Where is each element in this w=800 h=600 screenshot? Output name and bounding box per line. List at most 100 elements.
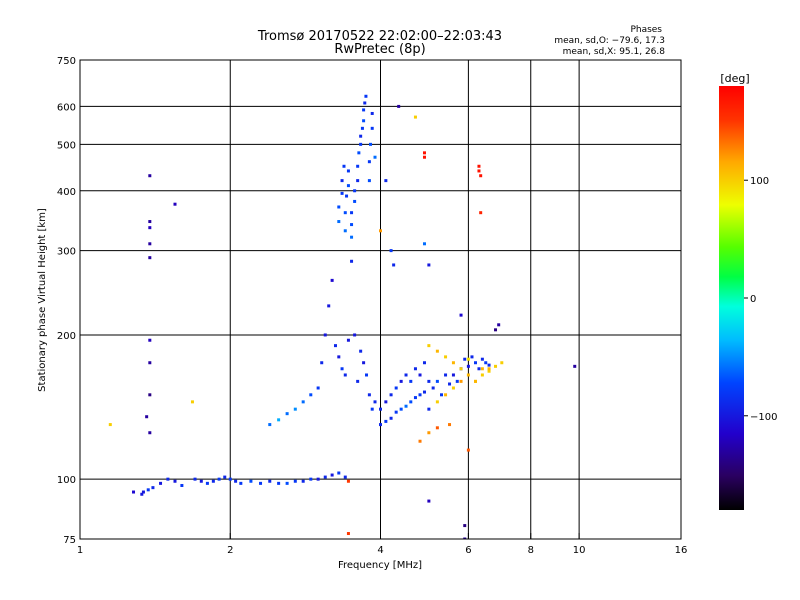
- data-point: [444, 373, 448, 377]
- data-point: [399, 379, 403, 383]
- data-point: [148, 338, 152, 342]
- phases-o-stats: mean, sd,O: −79.6, 17.3: [554, 36, 665, 46]
- data-point: [340, 191, 344, 195]
- data-point: [180, 483, 184, 487]
- data-point: [470, 355, 474, 359]
- data-point: [440, 393, 444, 397]
- data-point: [190, 400, 194, 404]
- data-point: [173, 479, 177, 483]
- data-point: [392, 263, 396, 267]
- data-point: [373, 400, 377, 404]
- data-point: [277, 418, 281, 422]
- data-point: [480, 373, 484, 377]
- data-point: [497, 323, 501, 327]
- data-point: [285, 412, 289, 416]
- data-point: [487, 363, 491, 367]
- data-point: [259, 481, 263, 485]
- data-point: [343, 211, 347, 215]
- data-point: [362, 361, 366, 365]
- data-point: [466, 364, 470, 368]
- y-tick-label: 75: [63, 535, 76, 546]
- colorbar-label: [deg]: [720, 72, 749, 85]
- x-tick-label: 2: [227, 545, 233, 556]
- data-point: [422, 361, 426, 365]
- data-point: [394, 386, 398, 390]
- data-point: [370, 126, 374, 130]
- colorbar-ticks: 100 0 −100: [744, 176, 777, 423]
- data-point: [409, 379, 413, 383]
- y-tick-label: 300: [57, 247, 76, 258]
- data-point: [389, 249, 393, 253]
- data-point: [353, 199, 357, 203]
- data-point: [466, 373, 470, 377]
- phases-x-stats: mean, sd,X: 95.1, 26.8: [563, 47, 666, 57]
- data-point: [356, 164, 360, 168]
- data-point: [301, 479, 305, 483]
- data-point: [480, 357, 484, 361]
- data-point: [367, 393, 371, 397]
- data-point: [108, 423, 112, 427]
- data-point: [223, 475, 227, 479]
- data-point: [205, 481, 209, 485]
- data-point: [359, 349, 363, 353]
- y-tick-labels: 750 600 500 400 300 200 100 75: [57, 56, 76, 546]
- y-tick-label: 750: [57, 56, 76, 67]
- data-point: [444, 355, 448, 359]
- y-tick-label: 500: [57, 140, 76, 151]
- data-point: [148, 431, 152, 435]
- data-point: [435, 426, 439, 430]
- data-point: [320, 361, 324, 365]
- data-point: [330, 473, 334, 477]
- data-point: [337, 471, 341, 475]
- colorbar-tick-label: 0: [750, 294, 756, 305]
- data-point: [431, 386, 435, 390]
- data-point: [268, 423, 272, 427]
- data-point: [166, 477, 170, 481]
- chart-subtitle: RwPretec (8p): [334, 42, 425, 57]
- data-point: [413, 396, 417, 400]
- data-point: [444, 393, 448, 397]
- data-point: [293, 407, 297, 411]
- data-point: [309, 477, 313, 481]
- data-point: [359, 134, 363, 138]
- data-point: [435, 379, 439, 383]
- data-point: [277, 481, 281, 485]
- data-point: [451, 373, 455, 377]
- data-point: [427, 407, 431, 411]
- data-point: [193, 477, 197, 481]
- data-point: [413, 367, 417, 371]
- data-point: [356, 179, 360, 183]
- data-point: [367, 160, 371, 164]
- data-point: [422, 390, 426, 394]
- data-point: [333, 344, 337, 348]
- colorbar: [719, 86, 744, 510]
- data-point: [399, 407, 403, 411]
- data-point: [394, 410, 398, 414]
- data-point: [473, 379, 477, 383]
- data-point: [418, 439, 422, 443]
- data-point: [350, 223, 354, 227]
- data-point: [500, 361, 504, 365]
- data-point: [148, 256, 152, 260]
- data-point: [330, 278, 334, 282]
- data-point: [148, 242, 152, 246]
- data-point: [459, 313, 463, 317]
- data-point: [148, 226, 152, 230]
- data-point: [343, 373, 347, 377]
- data-point: [350, 235, 354, 239]
- data-point: [353, 189, 357, 193]
- data-point: [309, 393, 313, 397]
- data-point: [477, 164, 481, 168]
- x-axis-label: Frequency [MHz]: [338, 560, 422, 571]
- data-point: [367, 179, 371, 183]
- data-point: [463, 357, 467, 361]
- data-point: [346, 479, 350, 483]
- data-point: [301, 400, 305, 404]
- data-point: [466, 448, 470, 452]
- x-tick-labels: 1 2 4 6 8 10 16: [77, 533, 687, 556]
- data-point: [427, 344, 431, 348]
- data-point: [337, 205, 341, 209]
- data-point: [362, 119, 366, 123]
- data-point: [350, 259, 354, 263]
- data-point: [323, 475, 327, 479]
